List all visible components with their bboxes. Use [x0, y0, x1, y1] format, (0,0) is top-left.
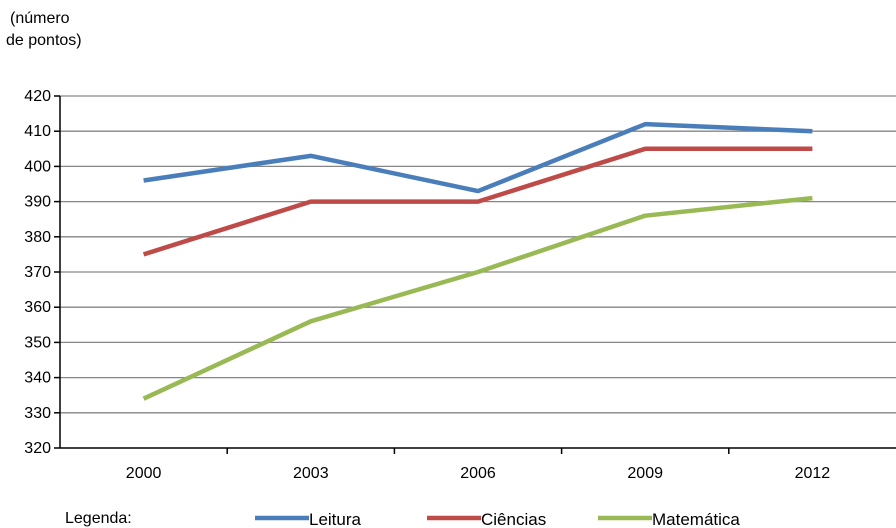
series-lines — [142, 121, 813, 401]
x-tick-label: 2000 — [126, 465, 162, 482]
y-axis-label: (número de pontos) — [6, 8, 82, 52]
y-tick-label: 350 — [24, 334, 51, 351]
y-tick-label: 330 — [24, 405, 51, 422]
y-tick-label: 400 — [24, 158, 51, 175]
legend-title: Legenda: — [65, 510, 132, 527]
legend-label: Leitura — [309, 510, 362, 528]
x-tick-label: 2006 — [460, 465, 496, 482]
y-axis-label-line1: (número — [10, 10, 70, 27]
y-axis-label-line2: de pontos) — [6, 32, 82, 49]
y-tick-label: 340 — [24, 370, 51, 387]
x-tick-label: 2012 — [795, 465, 831, 482]
x-tick-label: 2003 — [293, 465, 329, 482]
y-tick-label: 410 — [24, 123, 51, 140]
x-tick-label: 2009 — [627, 465, 663, 482]
gridlines — [60, 95, 896, 414]
y-tick-labels: 320 330 340 350 360 370 380 390 400 410 420 — [24, 88, 51, 457]
series-line-ciências — [142, 146, 813, 257]
legend-label: Matemática — [652, 510, 740, 528]
axes — [54, 95, 896, 454]
legend-label: Ciências — [481, 510, 546, 528]
y-tick-label: 320 — [24, 440, 51, 457]
y-tick-label: 380 — [24, 229, 51, 246]
y-tick-label: 420 — [24, 88, 51, 105]
x-tick-labels: 2000 2003 2006 2009 2012 — [126, 465, 830, 482]
y-tick-label: 370 — [24, 264, 51, 281]
series-line-leitura — [143, 121, 813, 194]
legend: Leitura Ciências Matemática — [255, 510, 740, 528]
y-tick-label: 390 — [24, 194, 51, 211]
y-tick-label: 360 — [24, 299, 51, 316]
series-line-matemática — [142, 195, 813, 401]
